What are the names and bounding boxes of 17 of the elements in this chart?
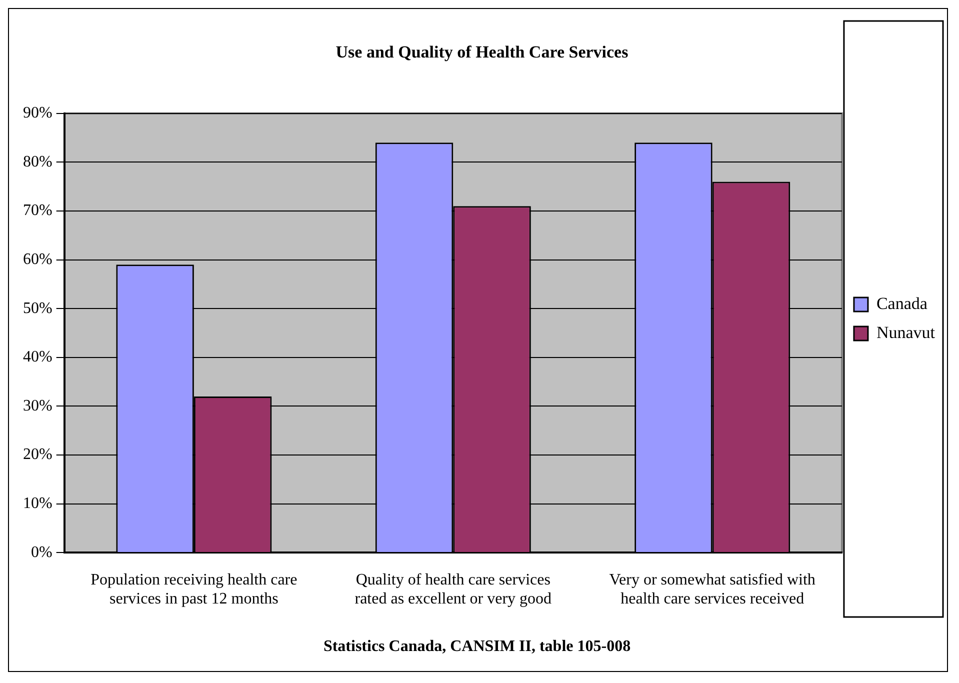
legend-label: Nunavut (876, 322, 936, 342)
y-tick-label: 60% (23, 251, 52, 268)
legend-label: Canada (876, 294, 928, 313)
y-tick-label: 70% (23, 202, 52, 220)
y-tick-label: 30% (23, 397, 52, 414)
y-tick-label: 20% (23, 446, 52, 464)
y-tick-label: 90% (23, 104, 52, 122)
x-tick-label: Quality of health care services rated as excellent or very good (354, 571, 552, 608)
chart-title: Use and Quality of Health Care Services (336, 42, 629, 62)
x-tick-label: Population receiving health care services in past 12 months (90, 571, 298, 608)
y-tick-label: 50% (23, 300, 52, 317)
y-tick-label: 0% (31, 544, 52, 561)
x-tick-label: Very or somewhat satisfied with health care services received (609, 571, 816, 608)
y-tick-label: 10% (23, 495, 52, 512)
y-tick-label: 40% (23, 348, 52, 366)
text: Statistics Canada, CANSIM II, table 105-008 (323, 638, 631, 656)
y-tick-label: 80% (23, 153, 52, 170)
